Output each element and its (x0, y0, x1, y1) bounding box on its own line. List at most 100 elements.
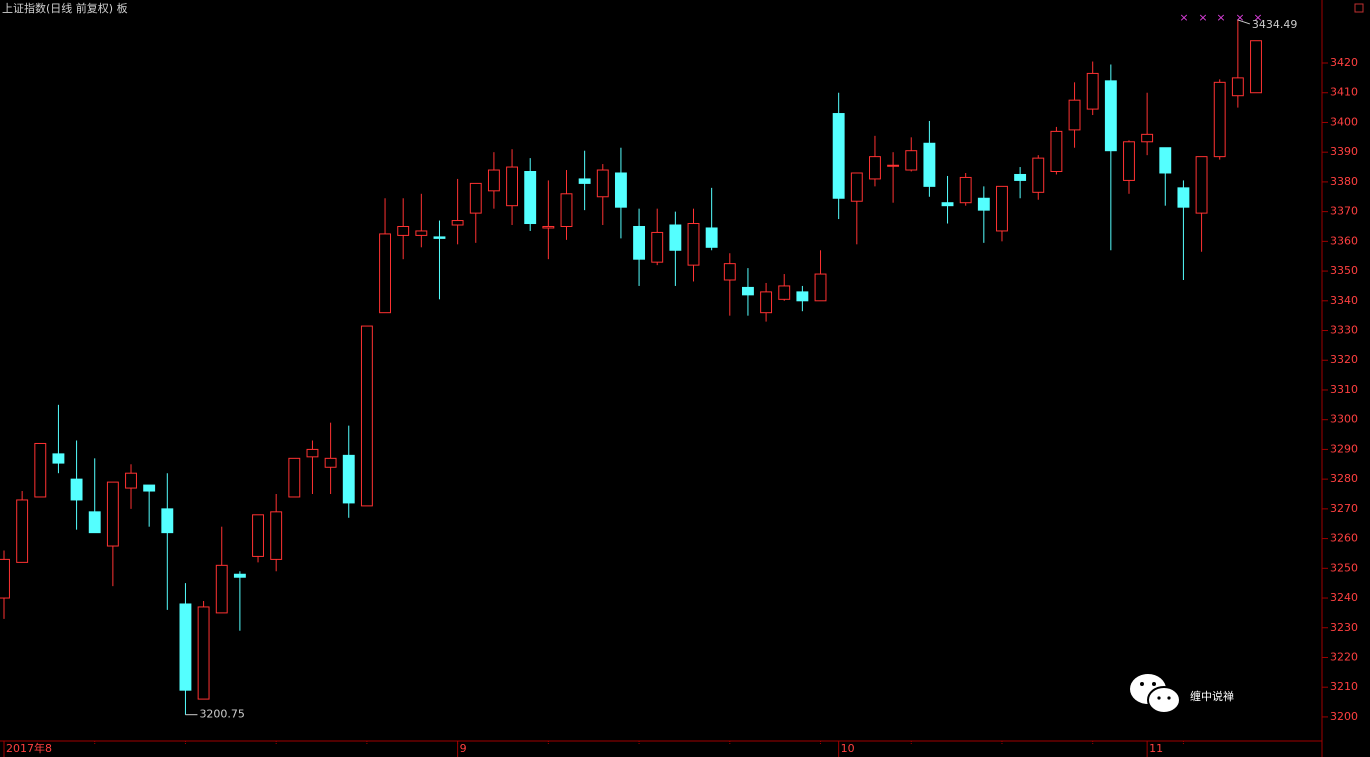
square-icon[interactable] (1354, 3, 1364, 13)
y-tick-label: 3410 (1330, 86, 1358, 99)
y-tick-label: 3250 (1330, 561, 1358, 574)
marker: × (1216, 11, 1225, 24)
marker: × (1253, 11, 1262, 24)
marker: × (1198, 11, 1207, 24)
candle-body (397, 225, 410, 236)
high-label: 3434.49 (1252, 18, 1298, 31)
y-tick-label: 3260 (1330, 532, 1358, 545)
candle-body (1104, 80, 1117, 152)
x-tick-label: 2017年8 (6, 741, 52, 755)
candle-body (1177, 187, 1190, 208)
low-label: 3200.75 (199, 708, 245, 721)
candle-body (70, 478, 83, 501)
candle-body (106, 481, 119, 547)
y-tick-label: 3240 (1330, 591, 1358, 604)
marker: × (1179, 11, 1188, 24)
candle-body (578, 178, 591, 184)
x-tick-label: 10 (841, 742, 855, 755)
x-tick-label: 11 (1149, 742, 1163, 755)
candle-body (306, 448, 319, 458)
candle-body (741, 286, 754, 296)
candle-body (233, 573, 246, 578)
candle-body (1032, 157, 1045, 193)
candle-body (1014, 173, 1027, 181)
candle-body (197, 606, 210, 700)
y-tick-label: 3270 (1330, 502, 1358, 515)
candle-body (542, 225, 555, 229)
candle-body (252, 514, 264, 557)
candle-body (288, 457, 301, 498)
candle-body (814, 273, 827, 302)
candle-body (614, 172, 627, 208)
candle-body (905, 150, 918, 171)
candle-body (1050, 130, 1063, 173)
y-tick-label: 3330 (1330, 324, 1358, 337)
y-tick-label: 3280 (1330, 472, 1358, 485)
candle-body (850, 172, 863, 202)
candle-body (1250, 40, 1262, 94)
y-tick-label: 3380 (1330, 175, 1358, 188)
candle-body (977, 197, 990, 211)
candle-body (760, 291, 773, 314)
candle-body (923, 142, 936, 187)
candle-body (796, 291, 809, 302)
candle-body (179, 603, 192, 691)
candle-body (1141, 133, 1154, 143)
candle-body (52, 453, 65, 464)
y-tick-label: 3370 (1330, 205, 1358, 218)
candle-body (832, 113, 845, 199)
y-tick-label: 3230 (1330, 621, 1358, 634)
candle-body (16, 499, 29, 563)
candle-body (0, 558, 10, 599)
signal-markers: × × × × × (1179, 11, 1262, 24)
candle-body (215, 564, 228, 614)
candle-body (342, 454, 355, 504)
candle-body (524, 171, 537, 225)
candle-body (596, 169, 609, 198)
y-tick-label: 3400 (1330, 115, 1358, 128)
candle-body (723, 263, 736, 281)
candle-body (941, 202, 954, 207)
candle-body (469, 182, 482, 214)
y-tick-label: 3360 (1330, 234, 1358, 247)
watermark: 缠中说禅 (1190, 689, 1234, 703)
candle-body (1123, 141, 1135, 181)
candle-body (1086, 72, 1099, 110)
y-tick-label: 3200 (1330, 710, 1358, 723)
y-tick-label: 3420 (1330, 56, 1358, 69)
y-tick-label: 3300 (1330, 413, 1358, 426)
candle-body (633, 225, 646, 260)
candle-body (161, 508, 174, 534)
candle-body (651, 231, 664, 263)
y-tick-label: 3350 (1330, 264, 1358, 277)
candle-body (1231, 77, 1244, 97)
candle-body (487, 169, 500, 192)
y-tick-label: 3290 (1330, 442, 1358, 455)
marker: × (1235, 11, 1244, 24)
candle-body (1213, 81, 1226, 158)
candle-body (1159, 147, 1172, 174)
candle-body (143, 484, 156, 492)
y-tick-label: 3210 (1330, 680, 1358, 693)
annotation-arrow (1237, 19, 1251, 25)
y-tick-label: 3310 (1330, 383, 1358, 396)
candle-body (869, 156, 881, 180)
candle-body (324, 457, 337, 468)
candle-body (34, 442, 47, 498)
candle-body (88, 511, 101, 534)
candle-body (996, 185, 1008, 232)
x-tick-label: 9 (460, 742, 467, 755)
candle-body (887, 164, 900, 167)
candle-body (687, 223, 700, 266)
wechat-icon (1130, 674, 1181, 714)
candle-body (451, 220, 464, 226)
candle-body (379, 233, 391, 314)
candle-body (1068, 99, 1081, 131)
candle-body (506, 166, 519, 207)
candle-body (1195, 156, 1208, 214)
candle-body (669, 224, 682, 251)
candle-body (705, 227, 718, 248)
candle-body (415, 230, 428, 236)
